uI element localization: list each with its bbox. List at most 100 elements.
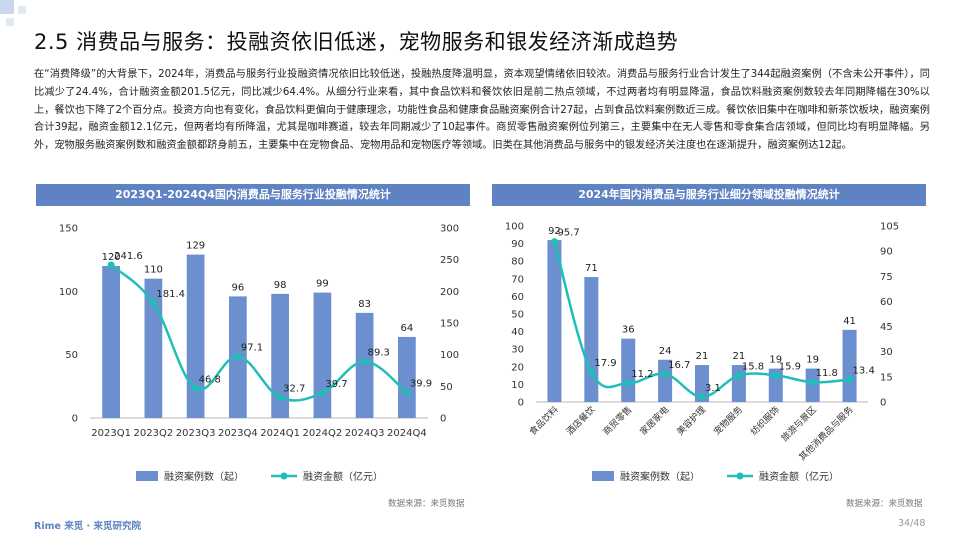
bar-value-label: 41 [843,316,856,327]
line-value-label: 39.9 [410,379,432,390]
category-tick-label: 家居家电 [637,404,671,438]
left-axis-tick: 0 [518,398,524,409]
bar [584,277,599,402]
right-axis-tick: 200 [440,287,459,298]
right-axis-tick: 30 [880,347,893,358]
right-axis-tick: 300 [440,224,459,235]
category-tick-label: 2023Q1 [91,428,131,439]
left-axis-tick: 0 [72,414,78,425]
bar-value-label: 129 [186,241,205,252]
bar-value-label: 36 [622,325,635,336]
line-value-label: 97.1 [241,343,263,354]
right-axis-tick: 50 [440,382,453,393]
legend-label-line: 融资金额（亿元） [759,470,839,483]
line-point [624,379,632,387]
line-value-label: 3.1 [705,383,721,394]
left-axis-tick: 80 [511,257,524,268]
right-axis-tick: 105 [880,222,899,233]
legend-label-bar: 融资案例数（起） [620,470,700,483]
left-axis-tick: 60 [511,292,524,303]
category-tick-label: 宠物服务 [711,404,745,438]
bar-value-label: 110 [144,265,163,276]
right-axis-tick: 0 [440,414,446,425]
left-axis-tick: 50 [65,350,78,361]
legend-swatch-bar [136,471,158,481]
line-point [403,389,411,397]
right-axis-tick: 100 [440,350,459,361]
line-value-label: 39.7 [325,379,347,390]
line-value-label: 13.4 [853,366,875,377]
category-tick-label: 酒店餐饮 [564,404,598,438]
line-value-label: 32.7 [283,383,305,394]
bar [842,329,857,402]
right-axis-tick: 250 [440,255,459,266]
bar-value-label: 19 [806,355,819,366]
bar-value-label: 19 [769,355,782,366]
right-axis-tick: 15 [880,372,893,383]
chart-title-segments: 2024年国内消费品与服务行业细分领域投融情况统计 [492,184,926,206]
left-axis-tick: 90 [511,239,524,250]
bar-value-label: 92 [548,226,561,237]
category-tick-label: 2024Q3 [345,428,385,439]
bar [658,359,673,402]
line-value-label: 16.7 [668,360,690,371]
right-axis-tick: 60 [880,297,893,308]
line-point [276,393,284,401]
left-axis-tick: 150 [59,224,78,235]
right-axis-tick: 90 [880,247,893,258]
line-value-label: 17.9 [594,358,616,369]
line-point [234,353,242,361]
line-value-label: 241.6 [114,251,143,262]
bar-value-label: 21 [696,351,709,362]
bar-value-label: 120 [102,252,121,263]
bar-value-label: 99 [316,279,329,290]
line-point [846,376,854,384]
bar-value-label: 96 [232,282,245,293]
line-point [698,393,706,401]
left-axis-tick: 20 [511,362,524,373]
legend-swatch-bar [592,471,614,481]
category-tick-label: 美容护理 [674,404,708,438]
line-value-label: 15.8 [742,362,764,373]
line-value-label: 15.9 [779,361,801,372]
line-point [318,389,326,397]
legend-label-bar: 融资案例数（起） [164,470,244,483]
bar-value-label: 71 [585,263,598,274]
line-value-label: 11.8 [816,368,838,379]
bar-value-label: 64 [401,323,414,334]
category-tick-label: 旅游与景区 [778,404,818,444]
category-tick-label: 纺织服饰 [748,404,782,438]
line-value-label: 11.2 [631,369,653,380]
right-axis-tick: 0 [880,398,886,409]
category-tick-label: 2023Q2 [134,428,174,439]
bar [313,292,332,418]
line-point [661,370,669,378]
line-point [772,371,780,379]
right-axis-tick: 45 [880,322,893,333]
right-axis-tick: 150 [440,319,459,330]
line-value-label: 95.7 [557,228,579,239]
line-point [735,372,743,380]
category-tick-label: 2023Q3 [176,428,216,439]
left-axis-tick: 100 [59,287,78,298]
bar [694,365,710,402]
category-tick-label: 2024Q4 [387,428,427,439]
chart-panel-quarterly: 2023Q1-2024Q4国内消费品与服务行业投融情况统计 0 50 100 150 0… [36,184,470,494]
legend-marker-line [280,472,288,480]
chart-segments: 0 10 20 30 40 50 60 70 80 90 100 0 15 30 45 60 75 90 105 92… [505,222,899,484]
left-axis-tick: 50 [511,310,524,321]
line-point [550,238,558,246]
category-tick-label: 商贸零售 [600,404,634,438]
line-point [809,378,817,386]
line-point [107,261,115,269]
right-axis-tick: 75 [880,272,893,283]
line-value-label: 181.4 [156,289,185,300]
bar [271,293,289,418]
bar [547,240,562,402]
brand-logo: Rime 来觅 · 来觅研究院 [34,521,141,532]
intro-paragraph: 在“消费降级”的大背景下，2024年，消费品与服务行业投融资情况依旧比较低迷，投… [34,69,930,152]
category-tick-label: 2024Q1 [260,428,300,439]
left-axis-tick: 70 [511,274,524,285]
line-value-label: 46.8 [199,374,221,385]
legend-label-line: 融资金额（亿元） [303,470,383,483]
